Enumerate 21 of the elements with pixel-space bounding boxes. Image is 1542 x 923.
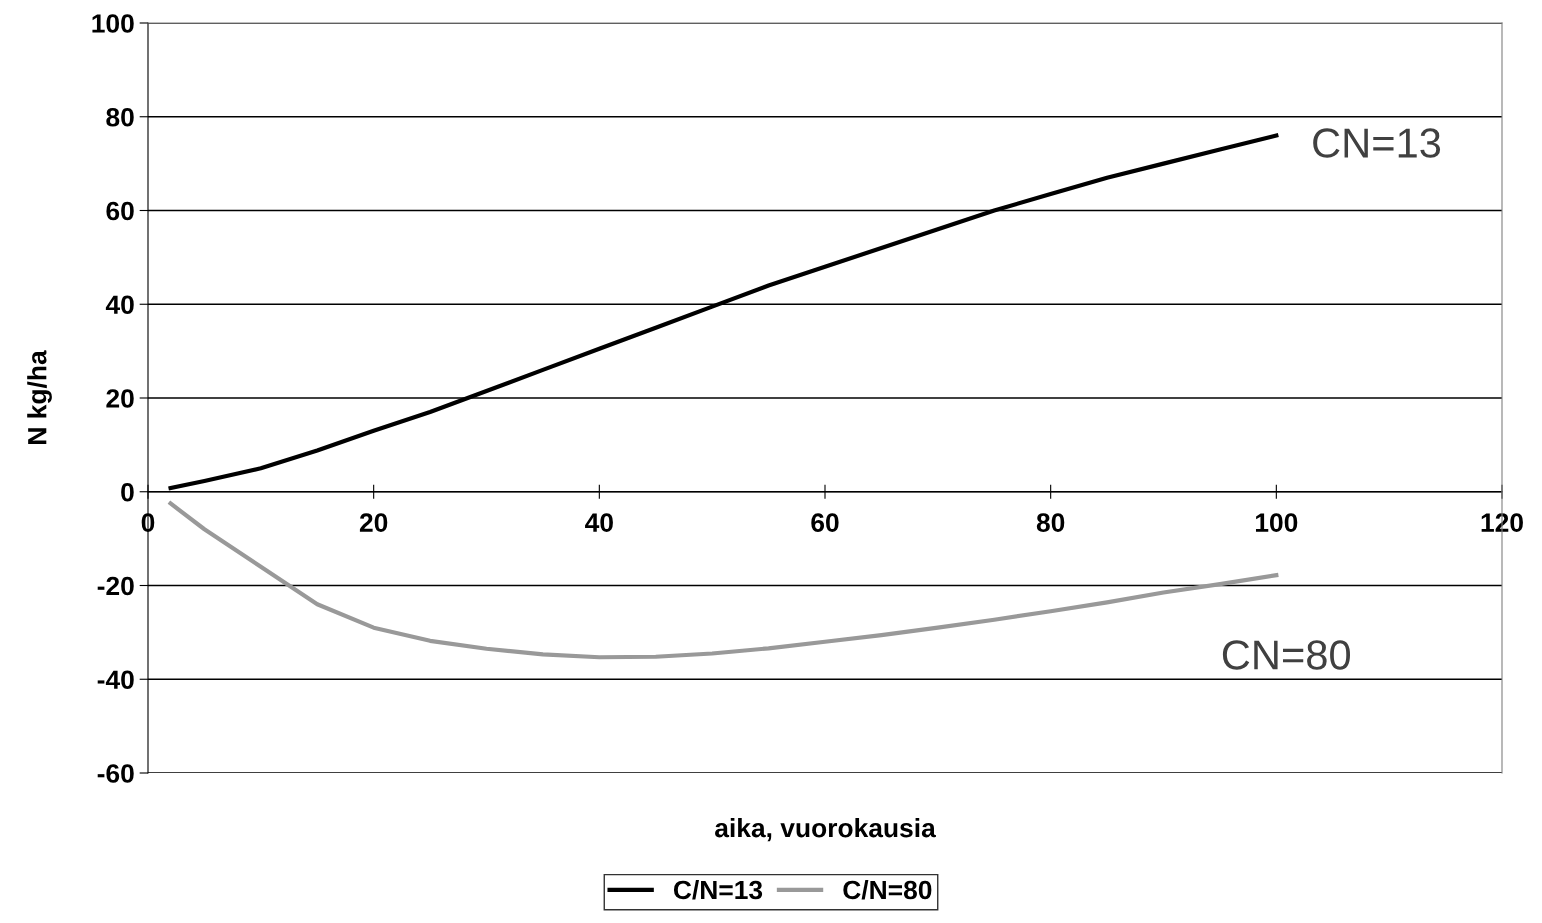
y-tick-label: 40	[105, 295, 134, 315]
legend-label: C/N=13	[673, 879, 763, 900]
annotation: CN=13	[1313, 128, 1441, 158]
y-tick-label: 100	[92, 14, 134, 33]
y-axis-title: N kg/ha	[27, 350, 52, 444]
x-tick-label: 40	[585, 513, 613, 532]
x-axis-title: aika, vuorokausia	[715, 818, 936, 842]
x-tick-label: 80	[1036, 513, 1065, 532]
y-tick-label: 80	[106, 107, 134, 127]
y-tick-label: 0	[121, 482, 134, 502]
x-tick-label: 60	[811, 513, 839, 532]
annotation: CN=80	[1222, 640, 1351, 670]
y-tick-label: -40	[97, 670, 134, 690]
x-tick-label: 120	[1481, 513, 1523, 532]
x-tick-label: 20	[359, 513, 388, 532]
y-tick-label: -60	[97, 764, 134, 783]
y-tick-label: 60	[106, 201, 134, 221]
x-tick-label: 100	[1255, 513, 1298, 532]
legend-label: C/N=80	[843, 879, 932, 900]
y-tick-label: 20	[106, 389, 134, 408]
y-tick-label: -20	[97, 576, 134, 596]
